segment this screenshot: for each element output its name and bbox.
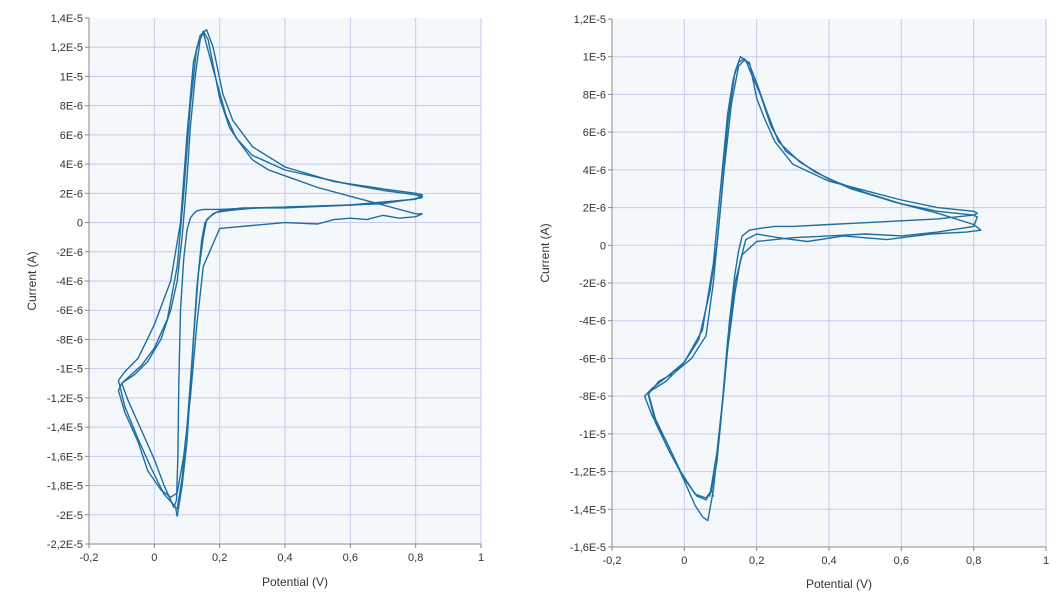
x-tick-label: -0,2 [603, 555, 622, 567]
y-tick-label: -2E-6 [579, 278, 606, 290]
y-tick-label: -1,2E-5 [570, 467, 606, 479]
chart-right: 1,2E-5 1E-5 8E-6 6E-6 4E-6 2E-6 0 -2E-6 -4E-6 -6E… [530, 0, 1057, 606]
x-axis-title: Potential (V) [262, 575, 328, 589]
x-tick-label: 0,4 [277, 552, 292, 564]
y-tick-label: -2E-6 [56, 247, 83, 259]
y-tick-label: 4E-6 [583, 165, 606, 177]
x-tick-label: 0 [681, 555, 687, 567]
y-tick-label: 2E-6 [60, 188, 83, 200]
y-tick-label: -6E-6 [579, 353, 606, 365]
y-tick-label: 4E-6 [60, 159, 83, 171]
y-tick-label: 2E-6 [583, 203, 606, 215]
y-tick-label: 8E-6 [583, 89, 606, 101]
y-tick-label: -1E-5 [579, 429, 606, 441]
y-tick-label: -1,4E-5 [570, 504, 606, 516]
x-tick-label: 0 [151, 552, 157, 564]
y-tick-label: -6E-6 [56, 305, 83, 317]
y-tick-label: -1,6E-5 [47, 451, 83, 463]
y-tick-label: 1,2E-5 [51, 42, 83, 54]
y-tick-label: 6E-6 [583, 127, 606, 139]
x-axis-title: Potential (V) [806, 577, 872, 591]
y-tick-label: 6E-6 [60, 130, 83, 142]
y-tick-label: -1E-5 [56, 364, 83, 376]
cv-scan-line-1 [120, 31, 423, 510]
x-tick-label: 0,2 [749, 555, 764, 567]
x-tick-label: 0,2 [212, 552, 227, 564]
x-tick-label: 1 [478, 552, 484, 564]
y-tick-label: -2E-5 [56, 510, 83, 522]
y-tick-label: -4E-6 [56, 276, 83, 288]
y-axis-title: Current (A) [25, 251, 39, 310]
chart-left: 1,4E-5 1,2E-5 1E-5 8E-6 6E-6 4E-6 2E-6 0 -2E-6 -4… [0, 0, 520, 606]
y-tick-label: -8E-6 [579, 391, 606, 403]
y-tick-label: 1,4E-5 [51, 13, 83, 25]
y-tick-label: 0 [600, 240, 606, 252]
y-tick-label: -1,8E-5 [47, 481, 83, 493]
y-tick-label: -4E-6 [579, 316, 606, 328]
x-tick-label: 0,8 [408, 552, 423, 564]
x-tick-label: 0,8 [966, 555, 981, 567]
cv-scan-line-1 [643, 59, 978, 499]
x-tick-label: 0,6 [894, 555, 909, 567]
y-tick-label: -1,2E-5 [47, 393, 83, 405]
x-tick-label: -0,2 [80, 552, 99, 564]
chart-right-svg: 1,2E-5 1E-5 8E-6 6E-6 4E-6 2E-6 0 -2E-6 -4E-6 -6E… [538, 14, 1049, 591]
x-tick-label: 1 [1043, 555, 1049, 567]
cv-scan-line-2 [117, 29, 423, 517]
y-tick-label: 1,2E-5 [574, 14, 606, 26]
cv-scan-line-2 [647, 57, 978, 522]
x-tick-label: 0,4 [821, 555, 836, 567]
y-tick-label: -1,6E-5 [570, 542, 606, 554]
y-tick-label: -1,4E-5 [47, 422, 83, 434]
cv-scan-line-3 [647, 56, 982, 501]
x-tick-label: 0,6 [343, 552, 358, 564]
cv-scan-line-3 [117, 30, 423, 498]
y-tick-label: 1E-5 [60, 71, 83, 83]
y-tick-label: 1E-5 [583, 52, 606, 64]
y-tick-label: -8E-6 [56, 334, 83, 346]
y-tick-label: 0 [77, 218, 83, 230]
y-tick-label: 8E-6 [60, 101, 83, 113]
chart-left-svg: 1,4E-5 1,2E-5 1E-5 8E-6 6E-6 4E-6 2E-6 0 -2E-6 -4… [25, 13, 484, 589]
y-tick-label: -2,2E-5 [47, 539, 83, 551]
y-axis-title: Current (A) [538, 223, 552, 282]
